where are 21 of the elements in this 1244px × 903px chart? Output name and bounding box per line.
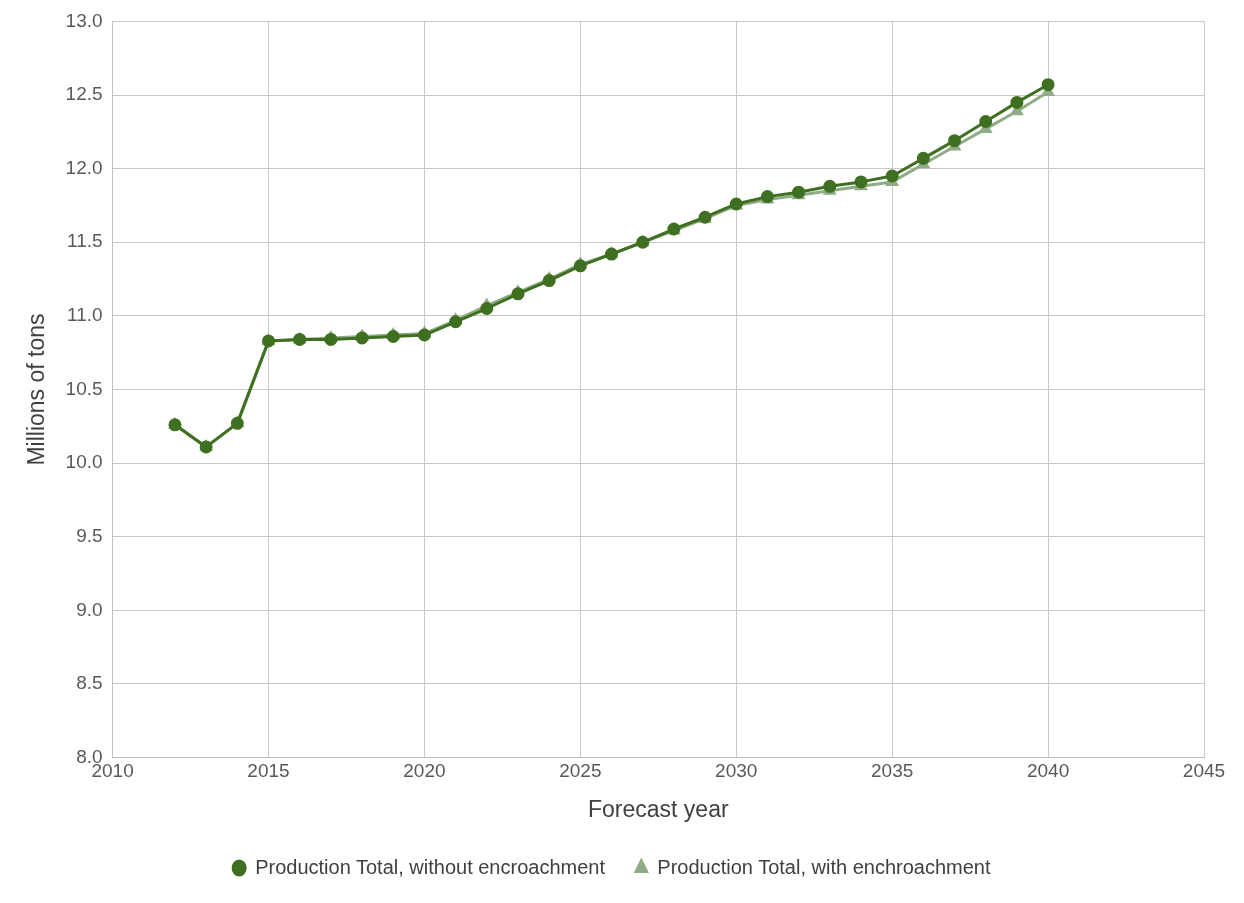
x-axis-title: Forecast year [587, 795, 729, 822]
y-tick-label: 9.5 [76, 524, 103, 546]
y-axis-title: Millions of tons [23, 313, 50, 466]
y-tick-label: 11.0 [67, 304, 103, 326]
y-tick-label: 8.5 [76, 672, 103, 694]
y-tick-label: 11.5 [67, 230, 103, 252]
y-tick-label: 13.0 [65, 9, 103, 31]
x-tick-label: 2015 [247, 760, 290, 782]
y-tick-label: 10.5 [65, 377, 103, 399]
y-tick-label: 12.0 [65, 156, 103, 178]
x-tick-label: 2035 [871, 760, 914, 782]
x-tick-label: 2020 [403, 760, 446, 782]
x-tick-label: 2045 [1182, 760, 1226, 782]
y-tick-label: 12.5 [65, 83, 103, 105]
x-tick-label: 2040 [1026, 760, 1070, 782]
x-tick-label: 2025 [559, 760, 602, 782]
y-tick-label: 9.0 [76, 598, 103, 620]
legend-label: Production Total, without encroachment [255, 855, 606, 878]
y-tick-label: 10.0 [65, 451, 103, 473]
x-tick-label: 2030 [715, 760, 758, 782]
legend-label: Production Total, with enchroachment [657, 855, 991, 878]
